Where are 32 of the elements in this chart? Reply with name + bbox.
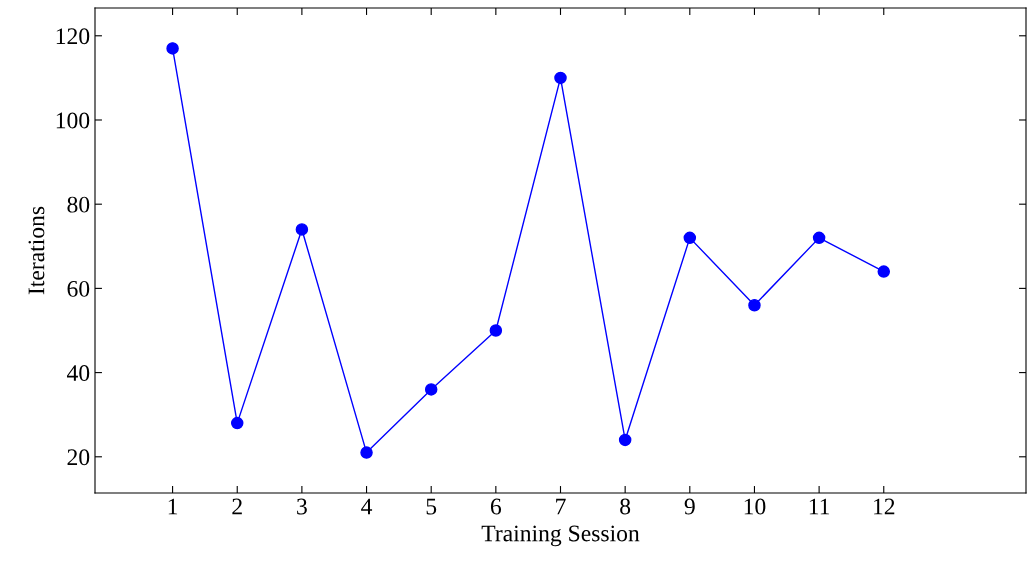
x-tick-label: 3 xyxy=(297,498,307,515)
y-tick-label: 100 xyxy=(56,112,90,129)
point xyxy=(230,416,244,430)
y-tick-label: 120 xyxy=(56,28,90,45)
point xyxy=(295,223,309,236)
x-tick-label: 5 xyxy=(426,498,437,515)
point xyxy=(748,298,761,312)
point xyxy=(554,71,567,85)
x-axis-title: Training Session xyxy=(481,525,640,547)
x-tick-label: 11 xyxy=(809,498,830,515)
point xyxy=(812,231,826,245)
x-tick-label: 4 xyxy=(361,498,373,515)
point xyxy=(166,42,179,55)
y-axis-title: Iterations xyxy=(28,206,45,295)
point xyxy=(618,433,632,447)
y-tick-label: 80 xyxy=(67,196,90,213)
point xyxy=(877,265,891,278)
y-tick-label: 40 xyxy=(66,365,90,382)
x-tick-label: 8 xyxy=(620,498,631,515)
x-tick-label: 12 xyxy=(874,498,895,515)
y-tick-label: 60 xyxy=(67,280,90,297)
point xyxy=(424,383,438,396)
x-tick-label: 1 xyxy=(168,498,178,515)
point xyxy=(360,446,373,459)
point xyxy=(683,231,697,245)
x-tick-label: 9 xyxy=(684,498,695,515)
x-tick-label: 10 xyxy=(744,498,766,515)
x-tick-label: 2 xyxy=(232,498,242,515)
x-tick-label: 6 xyxy=(490,498,502,515)
point xyxy=(489,324,503,337)
x-tick-label: 7 xyxy=(556,498,566,515)
y-tick-label: 20 xyxy=(67,449,90,466)
